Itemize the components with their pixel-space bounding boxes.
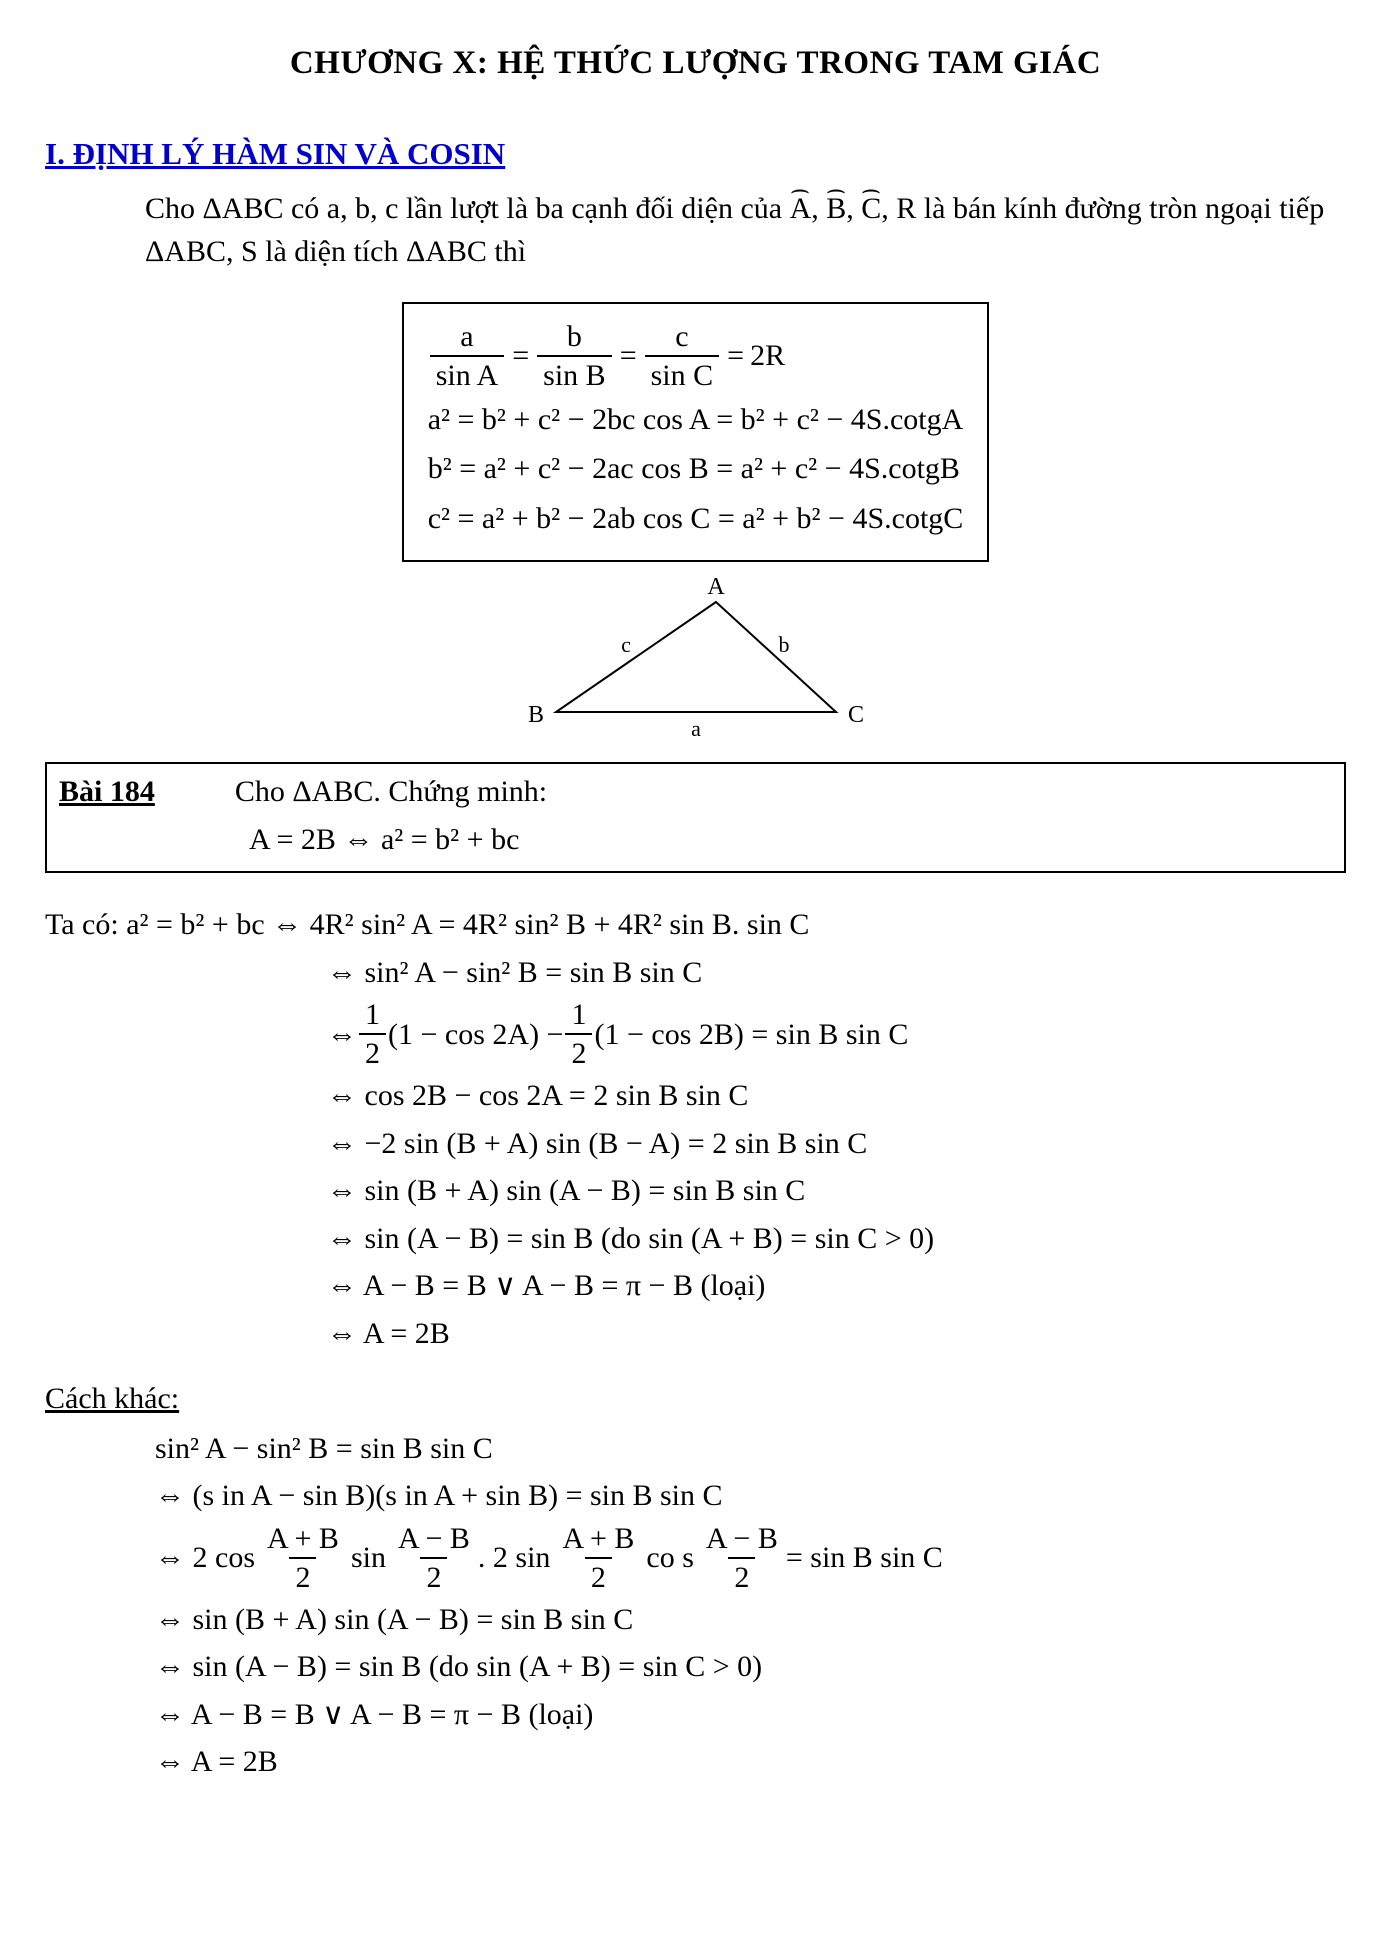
formula-line-1: a sin A = b sin B = c sin C = 2R xyxy=(428,320,964,392)
alt-line: ⇔ A − B = B ∨ A − B = π − B (loại) xyxy=(45,1693,1346,1737)
alt-line: ⇔ (s in A − sin B)(s in A + sin B) = sin… xyxy=(45,1474,1346,1518)
page: CHƯƠNG X: HỆ THỨC LƯỢNG TRONG TAM GIÁC I… xyxy=(0,0,1391,1955)
alt-line: ⇔ sin (B + A) sin (A − B) = sin B sin C xyxy=(45,1598,1346,1642)
alt-line: sin² A − sin² B = sin B sin C xyxy=(45,1427,1346,1471)
side-c: c xyxy=(621,632,631,657)
frac-num: a xyxy=(454,320,479,355)
alt-header: Cách khác: xyxy=(45,1377,1346,1421)
mid3: co s xyxy=(646,1536,694,1580)
frac-den: 2 xyxy=(420,1557,447,1594)
frac-den: 2 xyxy=(585,1557,612,1594)
chapter-title: CHƯƠNG X: HỆ THỨC LƯỢNG TRONG TAM GIÁC xyxy=(45,40,1346,88)
angle-B: B xyxy=(826,187,846,231)
problem-equation: A = 2B ⇔ a² = b² + bc xyxy=(59,818,1332,862)
formula-line-2: a² = b² + c² − 2bc cos A = b² + c² − 4S.… xyxy=(428,398,964,442)
vertex-A: A xyxy=(707,574,725,600)
formula-line-4: c² = a² + b² − 2ab cos C = a² + b² − 4S.… xyxy=(428,497,964,541)
problem-label: Bài 184 xyxy=(59,770,155,814)
frac-num: A + B xyxy=(556,1522,640,1557)
eq-sign: = xyxy=(512,334,529,378)
frac-den: 2 xyxy=(565,1033,592,1070)
alt-line: ⇔ 2 cos A + B 2 sin A − B 2 . 2 sin A + … xyxy=(45,1522,1346,1594)
proof-line: ⇔ sin (B + A) sin (A − B) = sin B sin C xyxy=(45,1169,1346,1213)
alt-line: ⇔ A = 2B xyxy=(45,1740,1346,1784)
mid-text: (1 − cos 2A) − xyxy=(388,1013,563,1057)
frac-2: A − B 2 xyxy=(392,1522,476,1594)
mid2: . 2 sin xyxy=(478,1536,551,1580)
tail: = sin B sin C xyxy=(786,1536,943,1580)
problem-row: Bài 184 Cho ΔABC. Chứng minh: xyxy=(59,770,1332,814)
frac-den: 2 xyxy=(289,1557,316,1594)
iff-prefix: ⇔ xyxy=(327,1013,357,1057)
frac-num: 1 xyxy=(359,998,386,1033)
angle-C: C xyxy=(861,187,881,231)
proof-lead: Ta có: a² = b² + bc ⇔ 4R² sin² A = 4R² s… xyxy=(45,903,1346,947)
frac-4: A − B 2 xyxy=(700,1522,784,1594)
vertex-B: B xyxy=(527,702,543,728)
frac-num: b xyxy=(561,320,588,355)
intro-text: Cho ΔABC có a, b, c lần lượt là ba cạnh … xyxy=(45,187,1346,274)
proof-line: ⇔ −2 sin (B + A) sin (B − A) = 2 sin B s… xyxy=(45,1122,1346,1166)
formula-box: a sin A = b sin B = c sin C = 2R a² = b²… xyxy=(402,302,990,563)
two-R: 2R xyxy=(750,334,785,378)
frac-num: 1 xyxy=(565,998,592,1033)
proof-line: ⇔ sin² A − sin² B = sin B sin C xyxy=(45,951,1346,995)
angle-A: A xyxy=(790,187,812,231)
frac-den: sin B xyxy=(537,355,612,392)
frac-3: A + B 2 xyxy=(556,1522,640,1594)
triangle-svg: A B C c b a xyxy=(526,574,866,744)
eq-sign: = xyxy=(727,334,744,378)
frac-den: 2 xyxy=(728,1557,755,1594)
problem-box: Bài 184 Cho ΔABC. Chứng minh: A = 2B ⇔ a… xyxy=(45,762,1346,873)
frac-c-sinC: c sin C xyxy=(645,320,720,392)
side-b: b xyxy=(778,632,789,657)
triangle-diagram: A B C c b a xyxy=(45,574,1346,744)
proof-block: Ta có: a² = b² + bc ⇔ 4R² sin² A = 4R² s… xyxy=(45,903,1346,1355)
frac-den: sin C xyxy=(645,355,720,392)
intro-prefix: Cho ΔABC có a, b, c lần lượt là ba cạnh … xyxy=(145,192,790,225)
frac-num: c xyxy=(669,320,694,355)
frac-num: A + B xyxy=(261,1522,345,1557)
proof-line: ⇔ cos 2B − cos 2A = 2 sin B sin C xyxy=(45,1074,1346,1118)
proof-line: ⇔ A − B = B ∨ A − B = π − B (loại) xyxy=(45,1264,1346,1308)
side-a: a xyxy=(691,716,701,741)
proof-line: ⇔ sin (A − B) = sin B (do sin (A + B) = … xyxy=(45,1217,1346,1261)
frac-num: A − B xyxy=(700,1522,784,1557)
formula-box-wrapper: a sin A = b sin B = c sin C = 2R a² = b²… xyxy=(45,302,1346,563)
pre: ⇔ 2 cos xyxy=(155,1536,255,1580)
proof-line: ⇔ 1 2 (1 − cos 2A) − 1 2 (1 − cos 2B) = … xyxy=(45,998,1346,1070)
frac-den: sin A xyxy=(430,355,505,392)
formula-line-3: b² = a² + c² − 2ac cos B = a² + c² − 4S.… xyxy=(428,447,964,491)
frac-num: A − B xyxy=(392,1522,476,1557)
proof-line: ⇔ A = 2B xyxy=(45,1312,1346,1356)
frac-half-2: 1 2 xyxy=(565,998,592,1070)
frac-half-1: 1 2 xyxy=(359,998,386,1070)
frac-b-sinB: b sin B xyxy=(537,320,612,392)
problem-text: Cho ΔABC. Chứng minh: xyxy=(235,770,547,814)
frac-1: A + B 2 xyxy=(261,1522,345,1594)
alt-block: sin² A − sin² B = sin B sin C ⇔ (s in A … xyxy=(45,1427,1346,1784)
vertex-C: C xyxy=(848,702,864,728)
tail-text: (1 − cos 2B) = sin B sin C xyxy=(594,1013,908,1057)
frac-a-sinA: a sin A xyxy=(430,320,505,392)
section-title: I. ĐỊNH LÝ HÀM SIN VÀ COSIN xyxy=(45,132,1346,177)
alt-line: ⇔ sin (A − B) = sin B (do sin (A + B) = … xyxy=(45,1645,1346,1689)
mid1: sin xyxy=(351,1536,386,1580)
frac-den: 2 xyxy=(359,1033,386,1070)
eq-sign: = xyxy=(620,334,637,378)
